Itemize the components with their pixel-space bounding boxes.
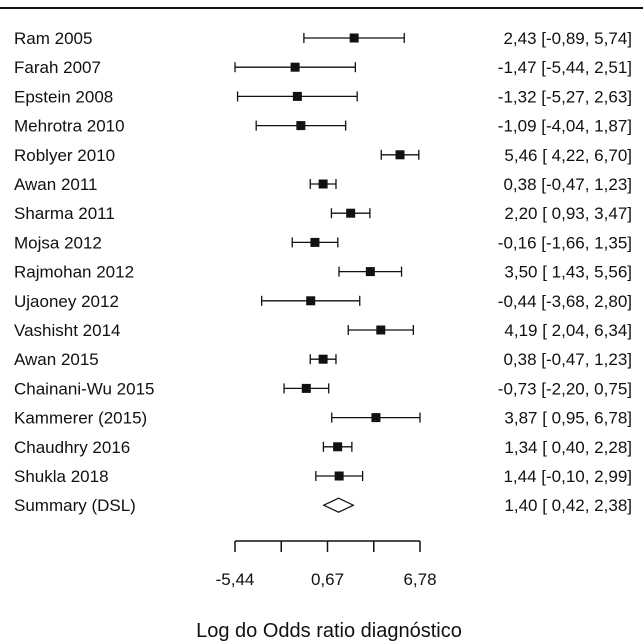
study-row: Mehrotra 2010 -1,09 [-4,04, 1,87] xyxy=(14,117,632,136)
x-axis-label: Log do Odds ratio diagnóstico xyxy=(196,620,462,642)
study-name: Rajmohan 2012 xyxy=(14,263,134,282)
point-estimate xyxy=(395,150,405,160)
summary-diamond xyxy=(322,497,355,513)
point-estimate xyxy=(318,354,328,364)
ci-text: 2,43 [-0,89, 5,74] xyxy=(503,29,632,48)
point-estimate xyxy=(292,91,302,101)
study-row: Vashisht 2014 4,19 [ 2,04, 6,34] xyxy=(14,321,632,340)
ci-text: 5,46 [ 4,22, 6,70] xyxy=(504,146,632,165)
study-row: Awan 2015 0,38 [-0,47, 1,23] xyxy=(14,350,632,369)
ci-text: -1,32 [-5,27, 2,63] xyxy=(498,87,632,106)
ci-text: 3,87 [ 0,95, 6,78] xyxy=(504,409,632,428)
ci-text: -0,44 [-3,68, 2,80] xyxy=(498,292,632,311)
study-row: Epstein 2008 -1,32 [-5,27, 2,63] xyxy=(14,87,632,106)
ci-text: -0,16 [-1,66, 1,35] xyxy=(498,233,632,252)
study-row: Chainani-Wu 2015 -0,73 [-2,20, 0,75] xyxy=(14,379,632,398)
ci-text: 4,19 [ 2,04, 6,34] xyxy=(504,321,632,340)
study-row: Sharma 2011 2,20 [ 0,93, 3,47] xyxy=(14,204,632,223)
point-estimate xyxy=(334,471,344,481)
study-row: Chaudhry 2016 1,34 [ 0,40, 2,28] xyxy=(14,438,632,457)
study-name: Ram 2005 xyxy=(14,29,92,48)
study-row: Farah 2007 -1,47 [-5,44, 2,51] xyxy=(14,58,632,77)
ci-text: 1,44 [-0,10, 2,99] xyxy=(503,467,632,486)
summary-ci-text: 1,40 [ 0,42, 2,38] xyxy=(504,496,632,515)
study-rows: Ram 2005 2,43 [-0,89, 5,74] Farah 2007 -1,4… xyxy=(14,29,632,515)
study-name: Awan 2011 xyxy=(14,175,98,194)
point-estimate xyxy=(371,413,381,423)
study-row: Awan 2011 0,38 [-0,47, 1,23] xyxy=(14,175,632,194)
study-row: Roblyer 2010 5,46 [ 4,22, 6,70] xyxy=(14,146,632,165)
ci-text: 2,20 [ 0,93, 3,47] xyxy=(504,204,632,223)
ci-text: -1,47 [-5,44, 2,51] xyxy=(498,58,632,77)
study-name: Chainani-Wu 2015 xyxy=(14,379,155,398)
ci-text: 0,38 [-0,47, 1,23] xyxy=(503,175,632,194)
point-estimate xyxy=(333,442,343,452)
study-row: Kammerer (2015) 3,87 [ 0,95, 6,78] xyxy=(14,409,632,428)
tick-label: -5,44 xyxy=(216,570,255,589)
summary-row: Summary (DSL) 1,40 [ 0,42, 2,38] xyxy=(14,496,632,515)
study-name: Mehrotra 2010 xyxy=(14,117,125,136)
study-name: Awan 2015 xyxy=(14,350,99,369)
ci-text: 3,50 [ 1,43, 5,56] xyxy=(504,263,632,282)
study-name: Ujaoney 2012 xyxy=(14,292,119,311)
ci-text: 0,38 [-0,47, 1,23] xyxy=(503,350,632,369)
study-row: Rajmohan 2012 3,50 [ 1,43, 5,56] xyxy=(14,263,632,282)
study-row: Ujaoney 2012 -0,44 [-3,68, 2,80] xyxy=(14,292,632,311)
study-name: Vashisht 2014 xyxy=(14,321,120,340)
ci-text: 1,34 [ 0,40, 2,28] xyxy=(504,438,632,457)
study-row: Shukla 2018 1,44 [-0,10, 2,99] xyxy=(14,467,632,486)
ci-text: -1,09 [-4,04, 1,87] xyxy=(498,117,632,136)
point-estimate xyxy=(296,121,306,131)
study-name: Kammerer (2015) xyxy=(14,409,147,428)
summary-name: Summary (DSL) xyxy=(14,496,136,515)
point-estimate xyxy=(346,208,356,218)
point-estimate xyxy=(306,296,316,306)
point-estimate xyxy=(376,325,386,335)
study-row: Ram 2005 2,43 [-0,89, 5,74] xyxy=(14,29,632,48)
tick-label: 6,78 xyxy=(403,570,436,589)
point-estimate xyxy=(290,62,300,72)
point-estimate xyxy=(318,179,328,189)
study-name: Chaudhry 2016 xyxy=(14,438,130,457)
study-name: Epstein 2008 xyxy=(14,87,113,106)
study-name: Shukla 2018 xyxy=(14,467,109,486)
tick-label: 0,67 xyxy=(311,570,344,589)
x-axis: -5,44 0,67 6,78 xyxy=(216,540,437,589)
study-name: Mojsa 2012 xyxy=(14,233,102,252)
study-name: Sharma 2011 xyxy=(14,204,115,223)
point-estimate xyxy=(349,33,359,43)
study-row: Mojsa 2012 -0,16 [-1,66, 1,35] xyxy=(14,233,632,252)
study-name: Farah 2007 xyxy=(14,58,101,77)
point-estimate xyxy=(365,267,375,277)
point-estimate xyxy=(310,237,320,247)
point-estimate xyxy=(301,383,311,393)
ci-text: -0,73 [-2,20, 0,75] xyxy=(498,379,632,398)
study-name: Roblyer 2010 xyxy=(14,146,115,165)
